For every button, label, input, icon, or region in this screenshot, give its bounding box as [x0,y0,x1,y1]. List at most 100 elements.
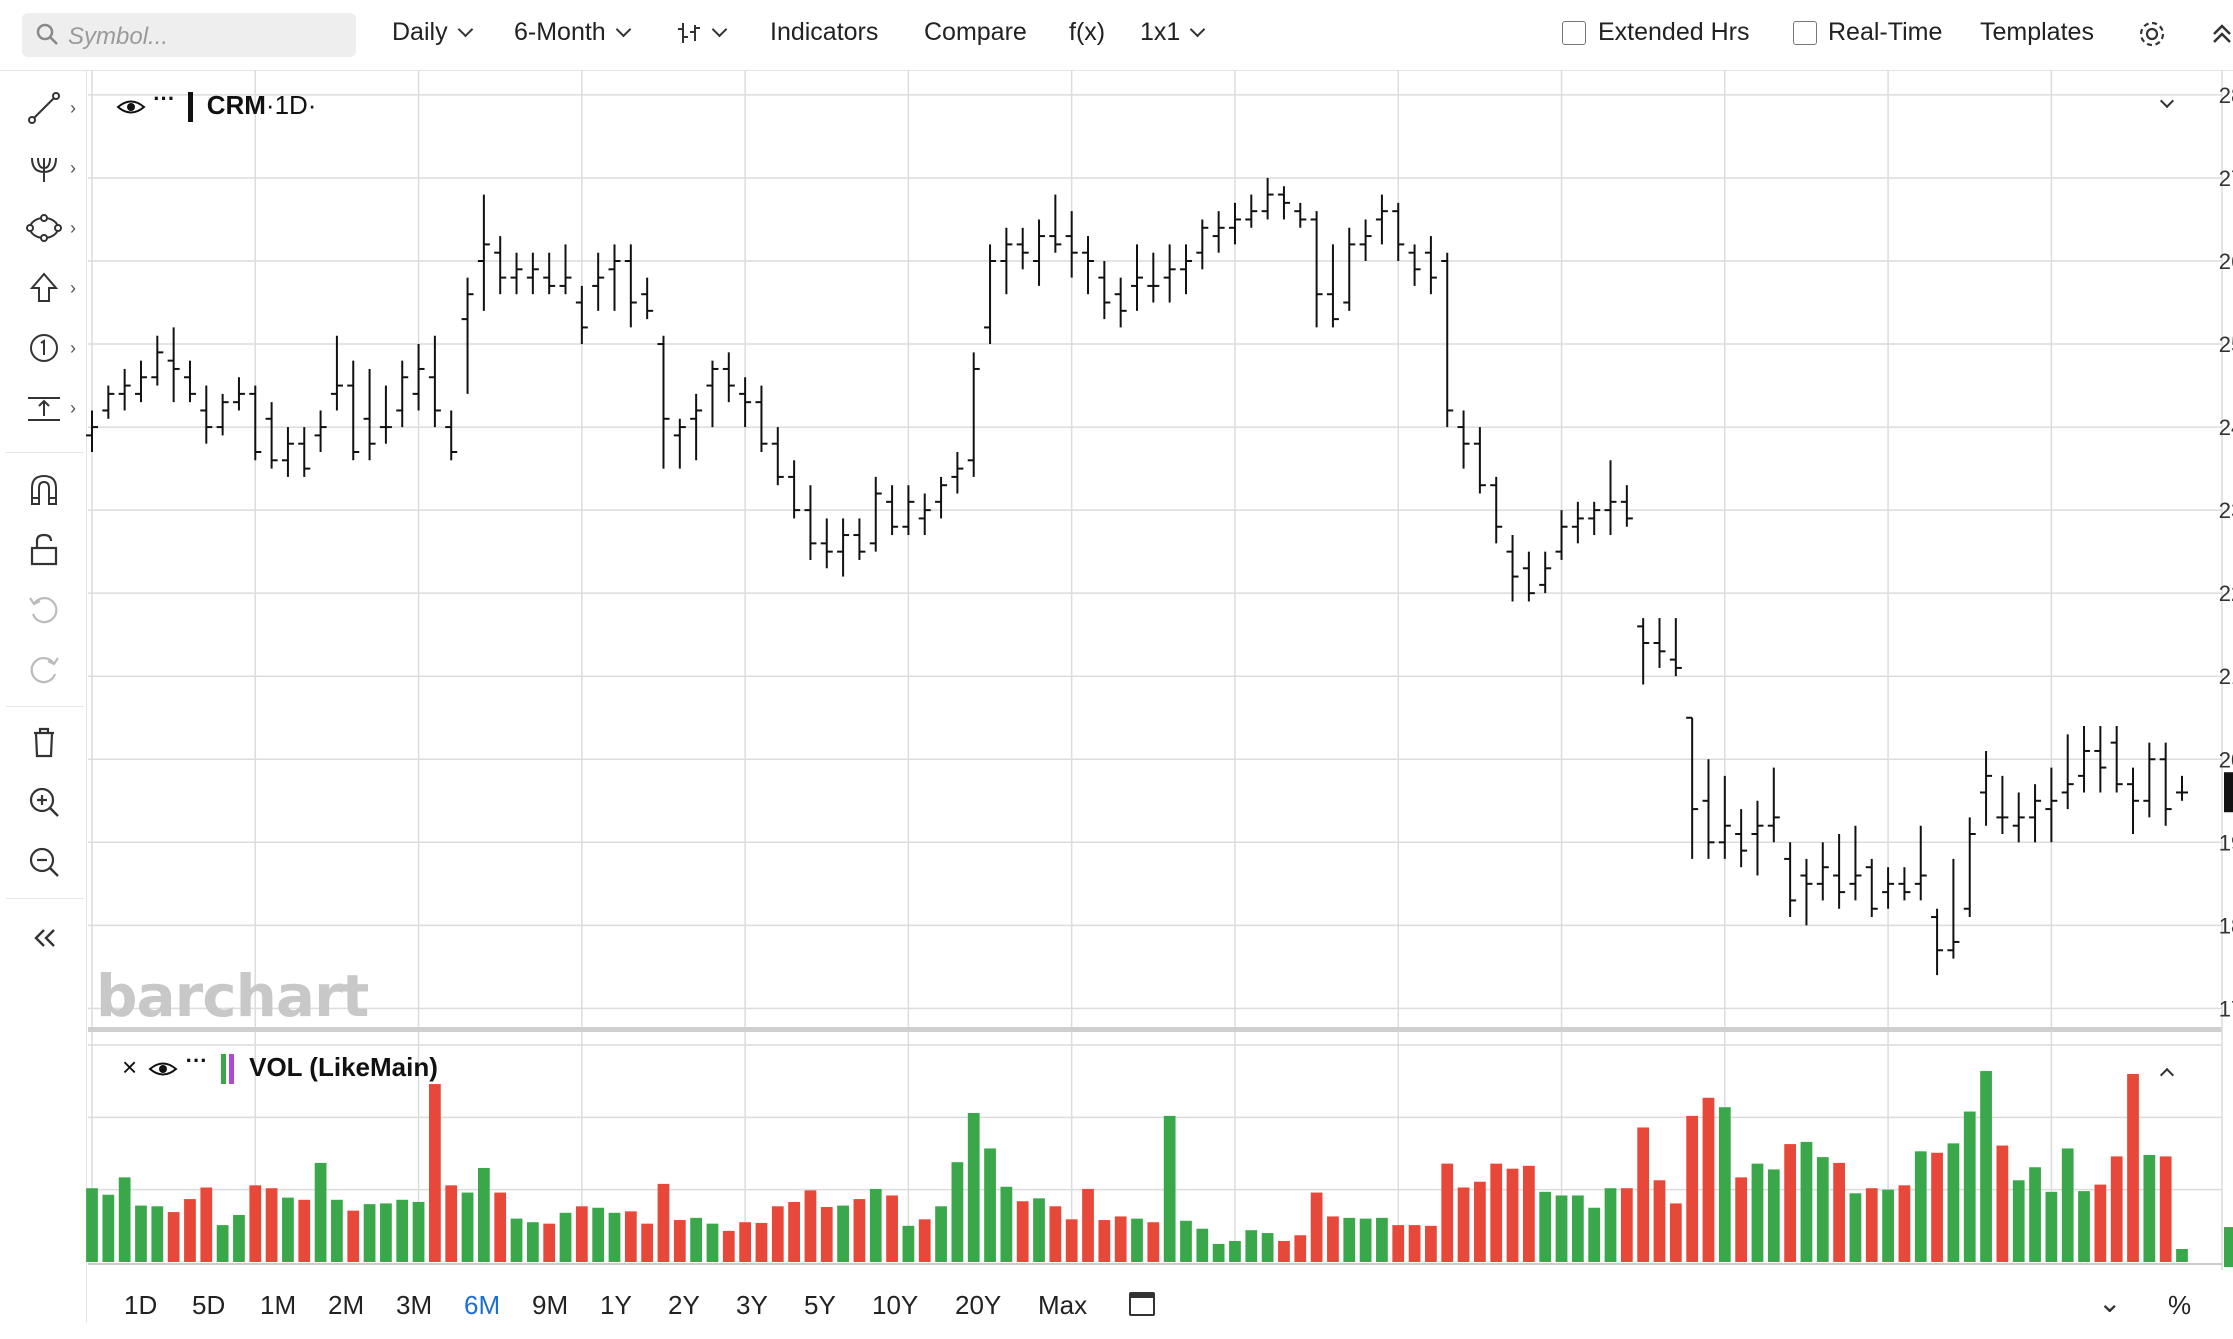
ohlc-bar [1751,800,1764,876]
ohlc-bar [1947,858,1960,959]
percent-toggle[interactable]: % [2168,1290,2192,1320]
delete-button[interactable] [24,722,64,762]
ohlc-bar [167,327,180,403]
ohlc-bar [1571,501,1584,544]
volume-bar [543,1223,556,1262]
symbol-search[interactable]: Symbol... [22,13,356,57]
double-chevron-down-icon[interactable]: ⌄ [2098,1287,2122,1318]
range-button-6m[interactable]: 6M [464,1290,501,1320]
volume-bar [657,1183,670,1262]
search-placeholder[interactable]: Symbol... [68,23,169,50]
volume-bar [1229,1241,1241,1262]
more-options-icon[interactable]: ··· [153,86,176,111]
interval-dropdown[interactable]: Daily [392,18,473,47]
measure-tool[interactable] [24,388,64,428]
range-button-2y[interactable]: 2Y [668,1290,700,1320]
real-time-checkbox[interactable] [1793,21,1817,45]
zoom-in-button[interactable] [24,782,64,822]
shapes-tool[interactable] [24,208,64,248]
volume-axis: 30.00M20.00M10.00M1.79M [2224,1227,2233,1268]
ohlc-bar [2078,726,2091,793]
expand-arrow-icon[interactable]: › [70,338,76,358]
expand-arrow-icon[interactable]: › [70,278,76,298]
range-button-3m[interactable]: 3M [396,1290,433,1320]
range-button-20y[interactable]: 20Y [955,1290,1002,1320]
redo-button[interactable] [24,650,64,690]
volume-bar [2176,1248,2188,1262]
ohlc-bar [249,385,262,461]
ohlc-bar [722,352,735,403]
ohlc-bar [1016,227,1029,270]
expand-arrow-icon[interactable]: › [70,158,76,178]
ohlc-bar [706,360,719,428]
ohlc-bar [1865,858,1878,918]
ohlc-bar [1816,842,1829,901]
ohlc-bar [788,460,801,519]
range-button-5y[interactable]: 5Y [804,1290,836,1320]
volume-series [86,1071,2188,1262]
lock-tool[interactable] [24,530,64,570]
range-button-3y[interactable]: 3Y [736,1290,768,1320]
close-icon[interactable]: × [122,1052,138,1082]
undo-button[interactable] [24,590,64,630]
ohlc-bar [1163,244,1176,303]
extended-hours-label[interactable]: Extended Hrs [1598,18,1750,46]
range-button-1d[interactable]: 1D [124,1290,158,1320]
real-time-label[interactable]: Real-Time [1828,18,1943,46]
range-button-9m[interactable]: 9M [532,1290,569,1320]
expand-arrow-icon[interactable]: › [70,98,76,118]
range-button-max[interactable]: Max [1038,1290,1088,1320]
pitchfork-tool[interactable] [24,148,64,188]
fx-button[interactable]: f(x) [1069,18,1106,46]
calendar-icon[interactable] [1129,1292,1155,1316]
pane-divider [88,1027,2222,1032]
ohlc-bar [1767,767,1780,843]
magnet-tool[interactable] [24,470,64,510]
collapse-up-icon[interactable] [2206,18,2233,50]
volume-bar [314,1162,327,1262]
ohlc-bar [298,427,311,477]
eye-icon[interactable] [116,96,146,118]
volume-bar [151,1206,164,1262]
volume-color-swatch [220,1054,226,1085]
volume-bar [592,1207,605,1262]
expand-arrow-icon[interactable]: › [70,218,76,238]
arrow-tool[interactable] [24,268,64,308]
price-tick-label: 280.00 [2219,83,2233,108]
templates-button[interactable]: Templates [1980,18,2094,46]
ohlc-bar [86,410,98,452]
price-chart[interactable]: 280.00 270.00 260.00 250.00 240.00 230.00 220.… [0,0,2233,1280]
range-button-2m[interactable]: 2M [328,1290,365,1320]
ohlc-bar [1392,202,1405,261]
more-options-icon[interactable]: ··· [185,1048,208,1073]
range-button-1m[interactable]: 1M [260,1290,297,1320]
collapse-toolbar-button[interactable] [24,918,64,958]
ohlc-bar [1359,219,1372,261]
zoom-out-icon [29,847,59,877]
gear-icon[interactable] [2136,18,2168,50]
eye-icon[interactable] [148,1058,178,1080]
expand-arrow-icon[interactable]: › [70,398,76,418]
volume-bar [1163,1115,1176,1262]
volume-bar [1947,1143,1960,1262]
volume-bar [118,1177,131,1262]
annotation-tool[interactable] [24,328,64,368]
layout-dropdown[interactable]: 1x1 [1140,18,1206,47]
volume-bar [2045,1191,2058,1262]
range-button-1y[interactable]: 1Y [600,1290,632,1320]
compare-button[interactable]: Compare [924,18,1027,46]
period-dropdown[interactable]: 6-Month [514,18,631,47]
indicators-button[interactable]: Indicators [770,18,879,46]
toolbar-divider [6,706,84,707]
zoom-out-button[interactable] [24,842,64,882]
range-button-10y[interactable]: 10Y [872,1290,919,1320]
ohlc-bar [1702,759,1715,859]
range-button-5d[interactable]: 5D [192,1290,226,1320]
extended-hours-checkbox[interactable] [1562,21,1586,45]
volume-bar [1865,1188,1878,1262]
period-label: 6-Month [514,18,606,46]
ohlc-bar [1718,775,1731,859]
trendline-tool[interactable] [24,88,64,128]
chart-type-dropdown[interactable] [676,18,728,47]
